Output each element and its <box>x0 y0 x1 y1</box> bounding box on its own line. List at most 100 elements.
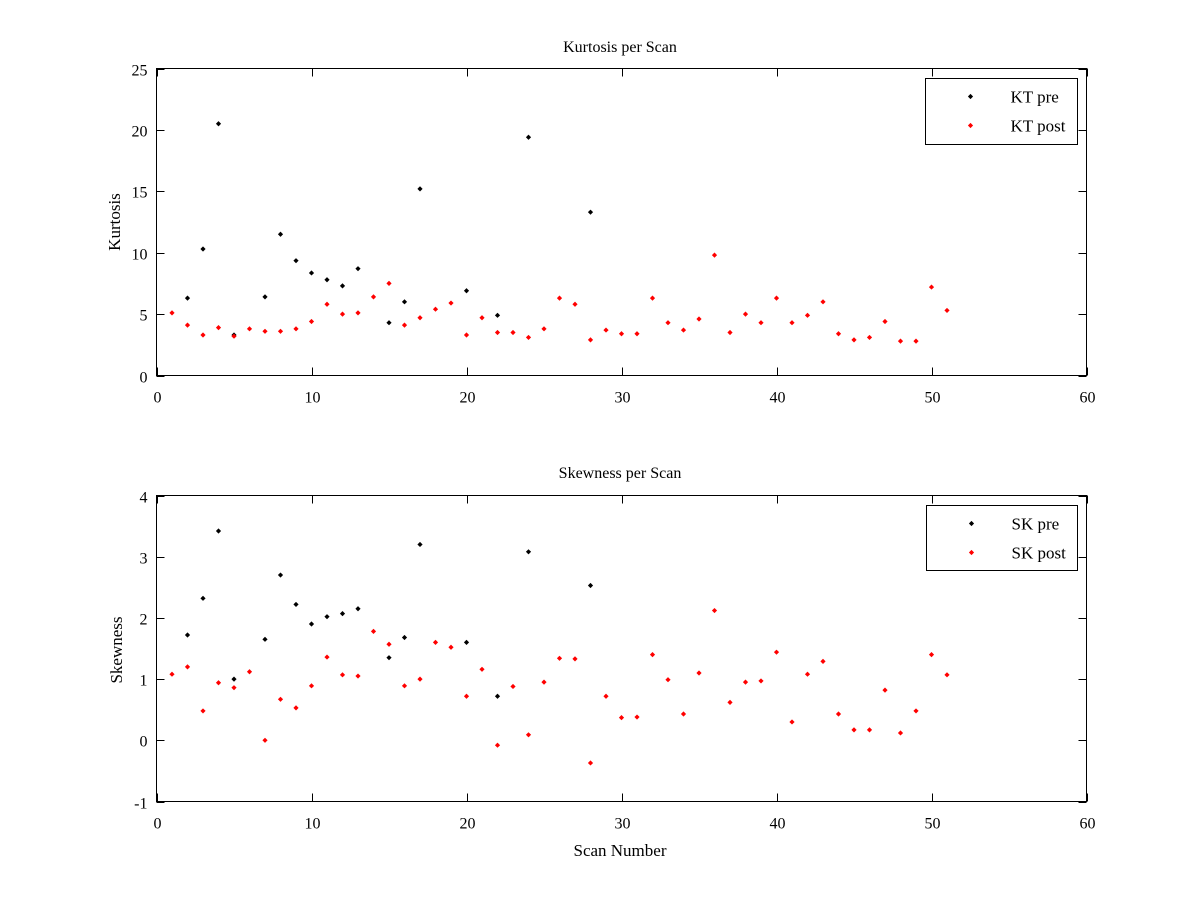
kt-pre-point <box>401 299 408 305</box>
sk-pre-point <box>231 676 237 682</box>
sk-post-point <box>587 760 594 766</box>
y-tick-label: 10 <box>132 247 148 264</box>
kt-post-point <box>448 300 454 306</box>
sk-post-point <box>897 730 904 736</box>
kt-post-point <box>215 325 222 331</box>
sk-post-point <box>308 683 315 689</box>
kt-post-point <box>401 322 408 328</box>
legend-label-kt-pre: KT pre <box>1011 88 1059 107</box>
skewness-plot-ylabel: Skewness <box>107 616 126 683</box>
kt-post-point <box>882 318 888 325</box>
sk-post-point <box>556 655 563 661</box>
sk-pre-point <box>277 572 284 578</box>
sk-post-point <box>913 708 919 714</box>
sk-post-point <box>634 714 640 720</box>
kurtosis-plot-marks <box>169 121 950 344</box>
sk-pre-point <box>200 595 206 601</box>
sk-post-point <box>277 696 284 702</box>
kt-post-point <box>494 329 501 336</box>
kt-post-point <box>789 320 795 326</box>
y-tick-label: -1 <box>134 796 147 813</box>
sk-pre-point <box>324 614 330 620</box>
legend-marker-kt-post <box>967 122 974 129</box>
sk-post-point <box>479 666 485 672</box>
sk-post-point <box>804 671 811 677</box>
kt-post-point <box>913 338 919 344</box>
skewness-plot: Skewness per Scan Skewness Scan Number 0… <box>107 465 1096 860</box>
skewness-plot-title: Skewness per Scan <box>559 465 682 482</box>
x-tick-label: 60 <box>1080 390 1096 407</box>
sk-post-point <box>200 708 206 714</box>
y-tick-label: 5 <box>140 308 148 325</box>
kt-post-point <box>897 338 904 344</box>
sk-post-point <box>742 679 749 685</box>
kt-post-point <box>510 329 516 336</box>
y-tick-label: 15 <box>132 185 148 202</box>
sk-post-point <box>215 680 222 686</box>
kt-post-point <box>866 334 873 341</box>
kurtosis-plot-legend: KT pre KT post <box>925 78 1078 145</box>
kt-post-point <box>184 322 191 328</box>
sk-pre-point <box>293 601 299 608</box>
kt-pre-point <box>355 266 361 272</box>
kt-post-point <box>169 310 175 316</box>
y-tick-label: 4 <box>140 490 148 507</box>
kt-post-point <box>479 315 485 321</box>
kt-post-point <box>463 332 470 338</box>
kt-post-point <box>944 307 950 314</box>
sk-post-point <box>231 685 237 691</box>
sk-pre-point <box>587 582 594 589</box>
kt-pre-point <box>587 209 594 215</box>
kt-post-point <box>634 331 640 337</box>
kt-post-point <box>820 299 826 305</box>
sk-post-point <box>649 652 656 658</box>
kt-post-point <box>835 331 842 337</box>
kt-post-point <box>556 295 563 301</box>
sk-post-point <box>835 711 842 717</box>
kt-post-point <box>355 310 361 316</box>
y-tick-label: 0 <box>140 734 148 751</box>
sk-post-point <box>339 672 346 678</box>
x-tick-label: 30 <box>615 390 631 407</box>
kt-pre-point <box>215 121 222 127</box>
kurtosis-plot-ticks: 0 10 20 30 40 50 60 0 5 10 15 20 25 <box>132 63 1096 407</box>
kt-post-point <box>711 252 718 258</box>
sk-post-point <box>603 693 609 699</box>
y-tick-label: 3 <box>140 551 148 568</box>
sk-post-point <box>246 669 253 675</box>
sk-post-point <box>758 678 764 684</box>
x-tick-label: 20 <box>460 816 476 833</box>
x-tick-label: 20 <box>460 390 476 407</box>
skewness-plot-ticks: 0 10 20 30 40 50 60 -1 0 1 2 3 4 <box>134 490 1095 833</box>
kt-post-point <box>293 326 299 332</box>
y-tick-label: 20 <box>132 124 148 141</box>
kt-pre-point <box>386 320 392 326</box>
sk-post-point <box>370 628 377 634</box>
legend-box <box>925 78 1078 145</box>
x-tick-label: 0 <box>154 390 162 407</box>
kt-post-point <box>541 326 547 332</box>
kurtosis-plot-title: Kurtosis per Scan <box>563 39 677 56</box>
x-tick-label: 50 <box>925 390 941 407</box>
sk-post-point <box>525 732 532 738</box>
y-tick-label: 0 <box>140 370 148 387</box>
sk-post-point <box>494 742 501 748</box>
y-tick-label: 2 <box>140 612 148 629</box>
kt-post-point <box>432 306 439 312</box>
kt-pre-point <box>463 288 470 294</box>
legend-marker-sk-post <box>968 549 975 556</box>
x-tick-label: 10 <box>305 390 321 407</box>
kt-post-point <box>804 312 811 318</box>
sk-post-point <box>184 664 191 670</box>
kt-post-point <box>339 311 346 317</box>
sk-pre-point <box>215 528 222 534</box>
kt-post-point <box>246 326 253 332</box>
kt-post-point <box>603 327 609 333</box>
kt-pre-point <box>277 231 284 237</box>
sk-post-point <box>541 679 547 685</box>
sk-post-point <box>293 705 299 711</box>
kt-post-point <box>370 294 377 300</box>
sk-post-point <box>711 607 718 614</box>
